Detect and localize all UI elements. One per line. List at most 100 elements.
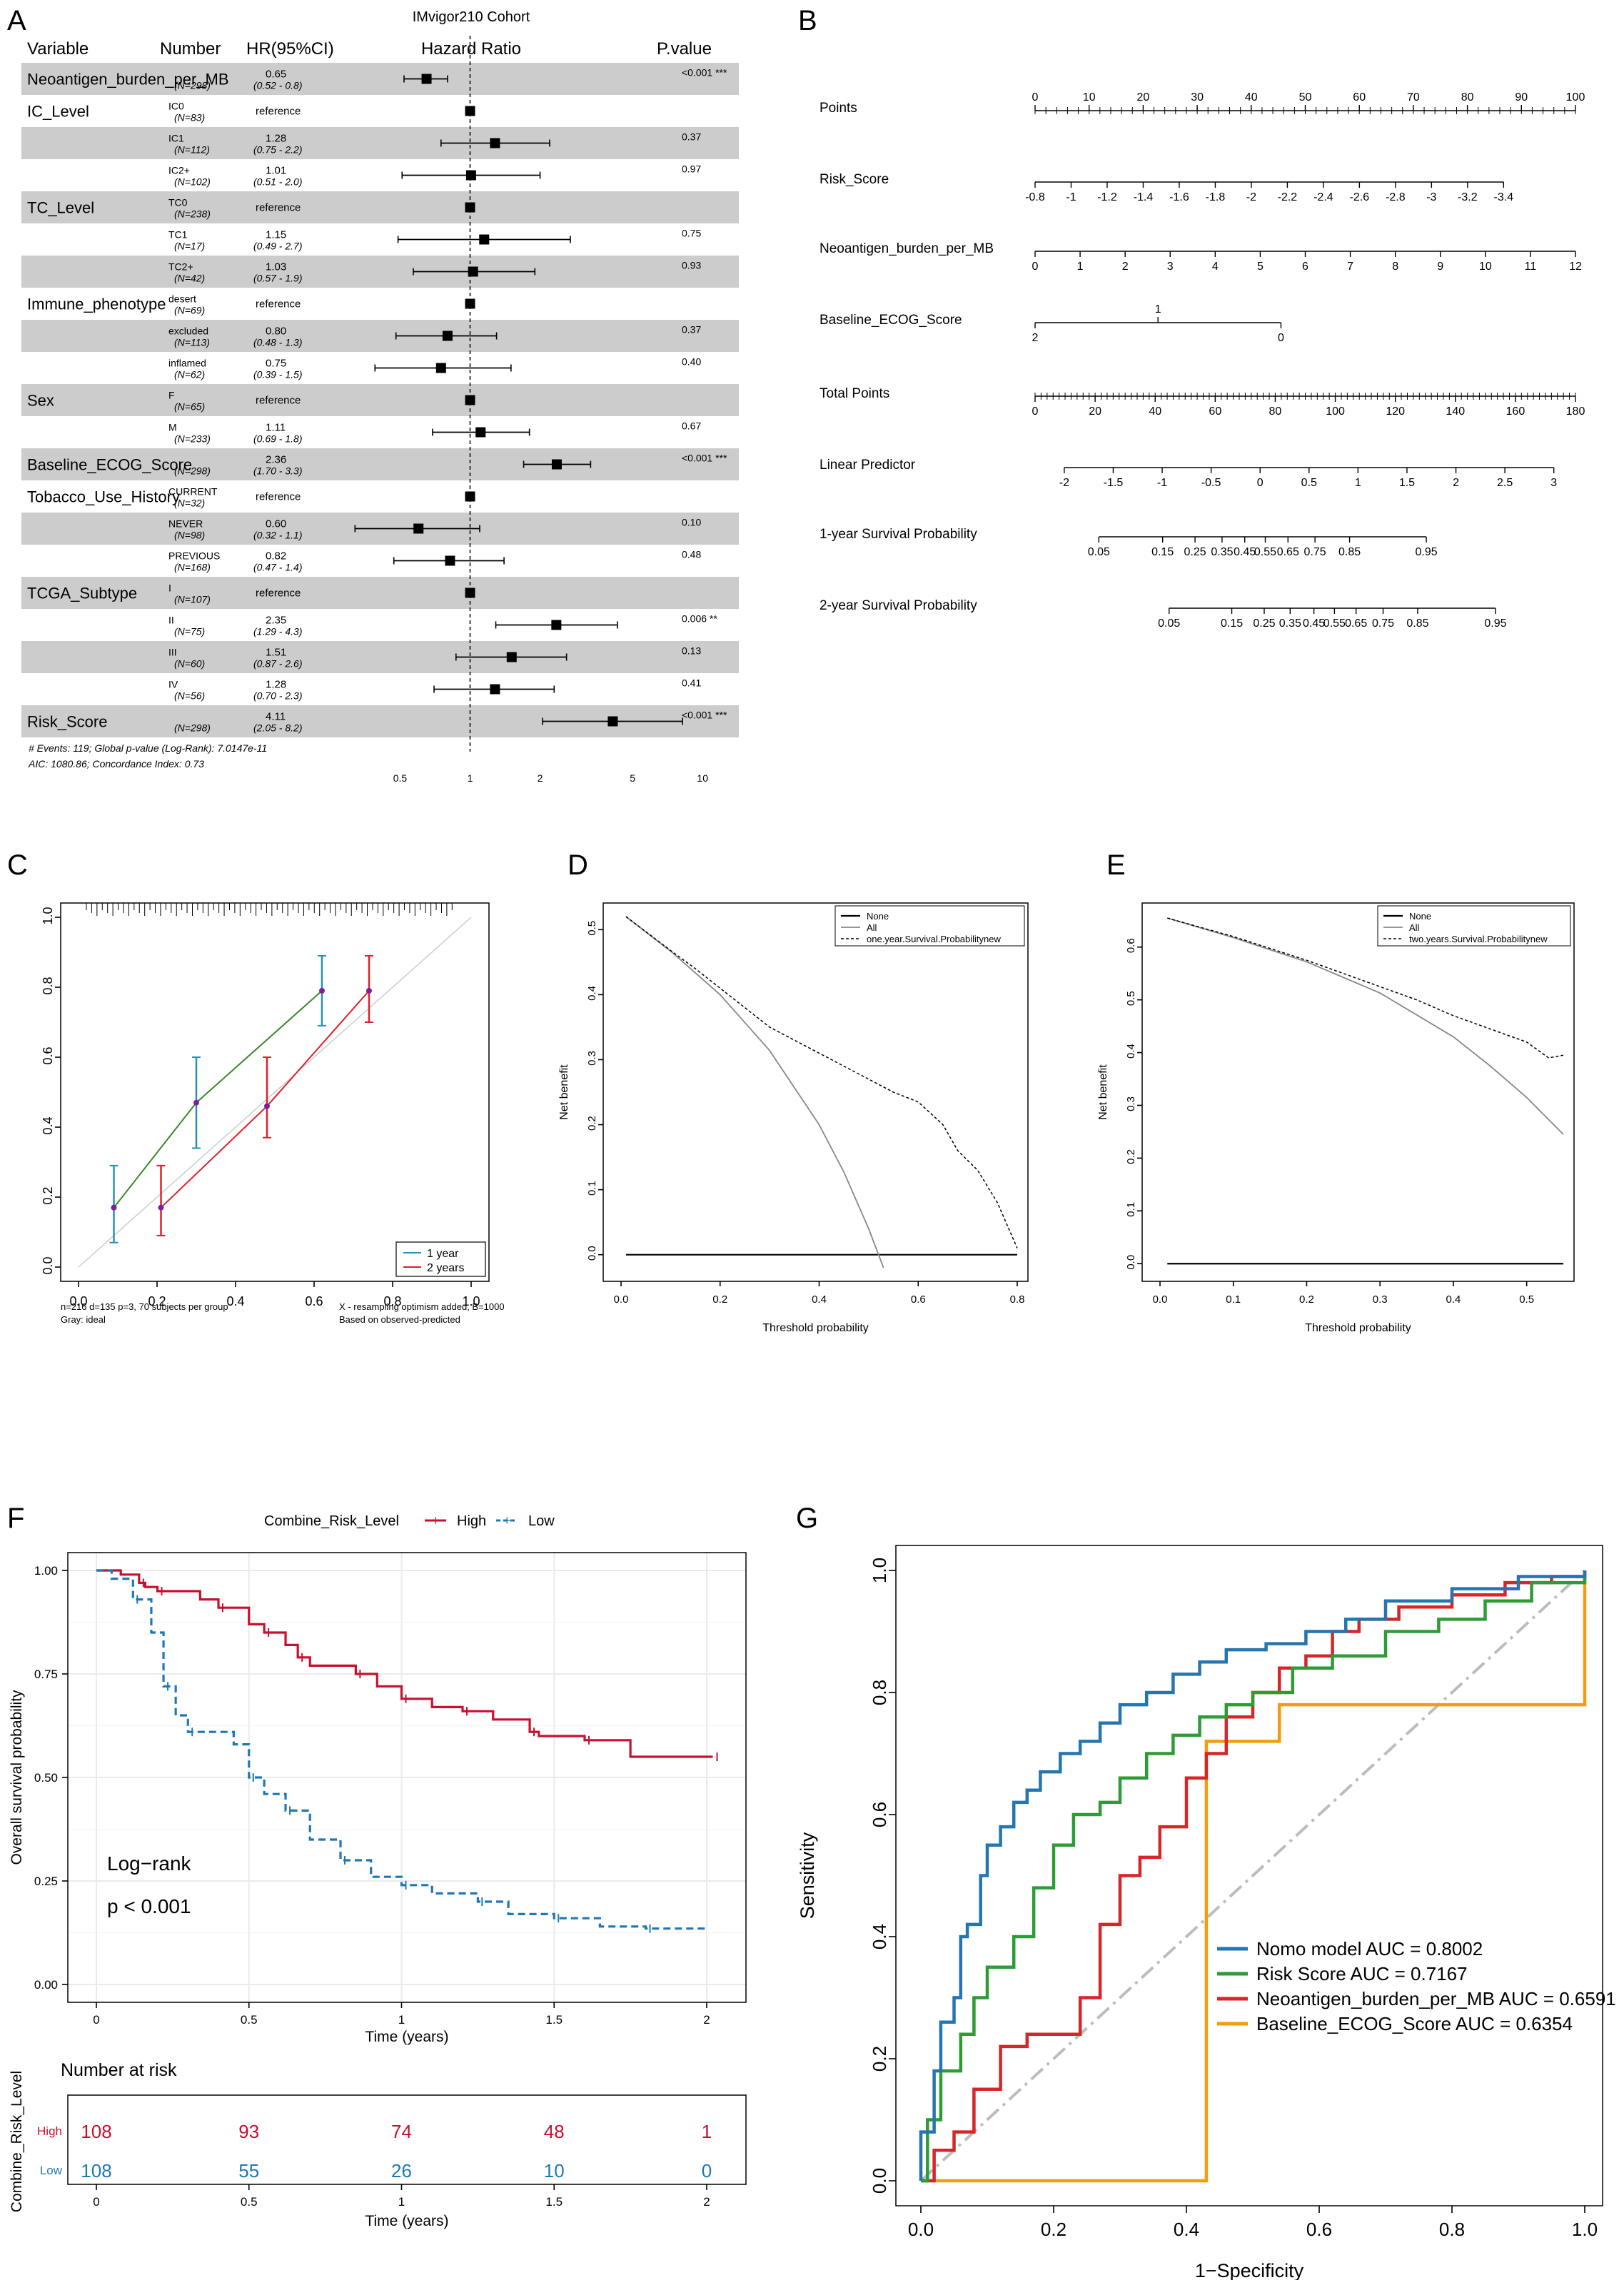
row-ci: (0.87 - 2.6) [253, 658, 302, 670]
calibration-line [160, 990, 370, 1209]
row-level: M [168, 422, 177, 433]
row-pvalue: <0.001 *** [682, 710, 727, 721]
y-axis-label: Sensitivity [797, 1832, 818, 1919]
risk-count: 10 [544, 2160, 565, 2181]
nomogram-tick-label: -3 [1426, 191, 1436, 203]
survival-curve [96, 1569, 713, 1758]
nomogram-tick-label: 0.05 [1088, 546, 1110, 558]
row-ci: (0.52 - 0.8) [253, 80, 302, 91]
row-level: TC0 [168, 197, 188, 208]
row-level: III [168, 647, 177, 658]
x-tick-label: 1 [468, 772, 473, 784]
y-tick-label: 0.0 [586, 1246, 598, 1261]
logrank-label: Log−rank [107, 1852, 192, 1875]
row-shade [21, 63, 739, 95]
panel-letter-f: F [7, 1503, 24, 1534]
panel-letter-e: E [1106, 849, 1126, 881]
km-survival-plot: Combine_Risk_Level + High + Low 0 0.5 1 1.5 2 0.00… [9, 1513, 747, 2229]
x-tick-label: 0.0 [1153, 1293, 1168, 1306]
row-variable: Neoantigen_burden_per_MB [27, 71, 229, 89]
nomogram-tick-label: 0.95 [1484, 617, 1506, 630]
y-tick-label: 0.0 [41, 1256, 55, 1274]
nomogram-tick-label: 2 [1453, 477, 1459, 489]
risk-row-label: High [37, 2124, 62, 2138]
nomogram-tick-label: -2 [1059, 477, 1069, 489]
row-n: (N=60) [174, 658, 205, 670]
row-variable: Risk_Score [27, 713, 107, 731]
nomogram-tick-label: 60 [1209, 405, 1221, 418]
x-tick-label: 0.3 [1373, 1293, 1388, 1306]
row-hr: 1.28 [266, 679, 286, 691]
nomogram-tick-label: 140 [1446, 405, 1465, 418]
risk-count: 108 [81, 2121, 111, 2142]
nomogram-tick-label: 3 [1550, 477, 1557, 489]
nomogram-tick-label: 9 [1437, 261, 1443, 273]
nomogram-tick-label: 1 [1155, 303, 1161, 316]
y-axis-label: Overall survival probability [9, 1690, 25, 1865]
x-axis-label: Threshold probability [1305, 1322, 1411, 1334]
row-shade [21, 191, 739, 223]
x-tick-label: 0.5 [241, 2013, 258, 2027]
row-n: (N=168) [174, 562, 211, 573]
y-tick-label: 1.0 [869, 1558, 890, 1583]
row-hr: reference [256, 587, 301, 600]
row-pvalue: 0.75 [682, 228, 701, 239]
row-pvalue: 0.006 ** [682, 613, 717, 625]
row-n: (N=65) [174, 401, 205, 413]
nomogram-tick-label: 0.45 [1303, 617, 1325, 630]
row-hr: 0.80 [266, 326, 286, 338]
all-line [1167, 917, 1564, 1135]
hr-marker [445, 555, 455, 566]
x-tick-label: 0.2 [1041, 2219, 1066, 2240]
nomogram-tick-label: 8 [1392, 261, 1398, 273]
row-hr: 0.75 [266, 358, 286, 370]
hr-marker [490, 684, 500, 695]
y-tick-label: 0.2 [869, 2046, 890, 2072]
x-tick-label: 2 [703, 2013, 710, 2027]
row-variable: TC_Level [27, 199, 94, 217]
row-variable: Tobacco_Use_History [27, 488, 180, 506]
legend-censor: + [503, 1513, 511, 1528]
row-shade [21, 320, 739, 352]
risk-row-label: Low [40, 2164, 63, 2177]
nomogram-tick-label: -2.2 [1278, 191, 1298, 203]
legend-label: All [867, 922, 877, 933]
calibration-line [113, 990, 323, 1209]
nomogram-tick-label: 0.25 [1184, 546, 1206, 558]
row-n: (N=75) [174, 626, 205, 637]
row-level: desert [168, 293, 196, 305]
nomogram-tick-label: -2 [1246, 191, 1256, 203]
row-pvalue: 0.67 [682, 420, 701, 432]
y-tick-label: 1.00 [34, 1564, 58, 1578]
nomogram-tick-label: 50 [1299, 91, 1312, 104]
nomogram-tick-label: 60 [1353, 91, 1366, 104]
row-level: NEVER [168, 518, 203, 530]
row-n: (N=98) [174, 530, 205, 541]
risk-table-title: Number at risk [61, 2060, 177, 2080]
row-variable: Baseline_ECOG_Score [27, 456, 192, 474]
row-ci: (1.29 - 4.3) [253, 626, 302, 637]
nomogram-tick-label: 0.15 [1221, 617, 1243, 630]
nomogram-label: Linear Predictor [819, 458, 916, 473]
row-level: CURRENT [168, 486, 218, 498]
calibration-point [319, 987, 325, 994]
nomogram-tick-label: 0.85 [1338, 546, 1361, 558]
row-level: IC0 [168, 101, 184, 112]
row-level: inflamed [168, 358, 206, 369]
nomogram-tick-label: 30 [1191, 91, 1204, 104]
nomogram-tick-label: -0.8 [1025, 191, 1045, 203]
panel-letter-c: C [7, 849, 28, 881]
hr-marker [607, 716, 618, 727]
row-n: (N=233) [174, 433, 211, 445]
row-pvalue: <0.001 *** [682, 453, 727, 464]
row-level: excluded [168, 326, 208, 337]
legend-label: Risk Score AUC = 0.7167 [1256, 1963, 1468, 1984]
hr-marker [465, 395, 475, 405]
panel-letter-d: D [568, 849, 588, 881]
y-tick-label: 0.75 [34, 1668, 58, 1681]
nomogram-tick-label: 3 [1167, 261, 1174, 273]
x-tick-label: 0.2 [148, 1294, 166, 1308]
x-tick-label: 0.8 [383, 1294, 401, 1308]
roc-plot: 0.0 0.2 0.4 0.6 0.8 1.0 0.0 0.2 0.4 0.6 0.8 1.0 1−Sp… [797, 1545, 1616, 2280]
nomogram-tick-label: -1 [1066, 191, 1076, 203]
